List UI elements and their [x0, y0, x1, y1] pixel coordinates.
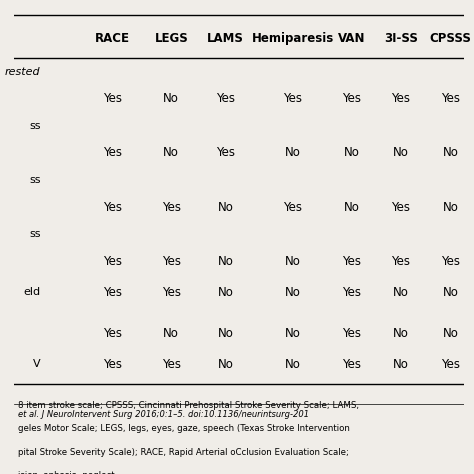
Text: Yes: Yes	[342, 255, 361, 268]
Text: No: No	[285, 255, 301, 268]
Text: Yes: Yes	[103, 92, 122, 105]
Text: No: No	[344, 201, 359, 214]
Text: Yes: Yes	[441, 358, 460, 371]
Text: No: No	[443, 286, 458, 299]
Text: CPSSS: CPSSS	[429, 32, 472, 45]
Text: Yes: Yes	[162, 255, 181, 268]
Text: V: V	[33, 359, 41, 369]
Text: Yes: Yes	[103, 327, 122, 340]
Text: Yes: Yes	[103, 201, 122, 214]
Text: Yes: Yes	[392, 255, 410, 268]
Text: Yes: Yes	[103, 358, 122, 371]
Text: pital Stroke Severity Scale); RACE, Rapid Arterial oCclusion Evaluation Scale;: pital Stroke Severity Scale); RACE, Rapi…	[18, 448, 349, 457]
Text: et al. J NeuroIntervent Surg 2016;0:1–5. doi:10.1136/neurintsurg-201: et al. J NeuroIntervent Surg 2016;0:1–5.…	[18, 410, 309, 419]
Text: LAMS: LAMS	[207, 32, 244, 45]
Text: ss: ss	[29, 121, 41, 131]
Text: No: No	[285, 146, 301, 159]
Text: ision, aphasia, neglect.: ision, aphasia, neglect.	[18, 472, 118, 474]
Text: Yes: Yes	[283, 92, 302, 105]
Text: No: No	[393, 286, 409, 299]
Text: Yes: Yes	[216, 146, 235, 159]
Text: Yes: Yes	[441, 255, 460, 268]
Text: geles Motor Scale; LEGS, legs, eyes, gaze, speech (Texas Stroke Intervention: geles Motor Scale; LEGS, legs, eyes, gaz…	[18, 425, 350, 434]
Text: ss: ss	[29, 229, 41, 239]
Text: Yes: Yes	[103, 255, 122, 268]
Text: No: No	[285, 286, 301, 299]
Text: No: No	[285, 327, 301, 340]
Text: No: No	[443, 201, 458, 214]
Text: No: No	[344, 146, 359, 159]
Text: LEGS: LEGS	[155, 32, 188, 45]
Text: Yes: Yes	[392, 92, 410, 105]
Text: eld: eld	[24, 287, 41, 297]
Text: Yes: Yes	[216, 92, 235, 105]
Text: No: No	[218, 358, 233, 371]
Text: 8 item stroke scale; CPSSS, Cincinnati Prehospital Stroke Severity Scale; LAMS,: 8 item stroke scale; CPSSS, Cincinnati P…	[18, 401, 359, 410]
Text: Yes: Yes	[392, 201, 410, 214]
Text: Yes: Yes	[441, 92, 460, 105]
Text: No: No	[443, 327, 458, 340]
Text: No: No	[164, 92, 179, 105]
Text: Yes: Yes	[103, 286, 122, 299]
Text: No: No	[393, 146, 409, 159]
Text: No: No	[393, 327, 409, 340]
Text: VAN: VAN	[337, 32, 365, 45]
Text: Hemiparesis: Hemiparesis	[252, 32, 334, 45]
Text: Yes: Yes	[283, 201, 302, 214]
Text: rested: rested	[5, 66, 41, 76]
Text: Yes: Yes	[342, 358, 361, 371]
Text: No: No	[285, 358, 301, 371]
Text: 3I-SS: 3I-SS	[384, 32, 418, 45]
Text: Yes: Yes	[342, 327, 361, 340]
Text: Yes: Yes	[162, 358, 181, 371]
Text: No: No	[218, 286, 233, 299]
Text: No: No	[218, 201, 233, 214]
Text: ss: ss	[29, 175, 41, 185]
Text: No: No	[164, 327, 179, 340]
Text: No: No	[443, 146, 458, 159]
Text: Yes: Yes	[342, 92, 361, 105]
Text: No: No	[393, 358, 409, 371]
Text: Yes: Yes	[162, 201, 181, 214]
Text: Yes: Yes	[342, 286, 361, 299]
Text: No: No	[218, 327, 233, 340]
Text: RACE: RACE	[95, 32, 130, 45]
Text: No: No	[218, 255, 233, 268]
Text: No: No	[164, 146, 179, 159]
Text: Yes: Yes	[103, 146, 122, 159]
Text: Yes: Yes	[162, 286, 181, 299]
